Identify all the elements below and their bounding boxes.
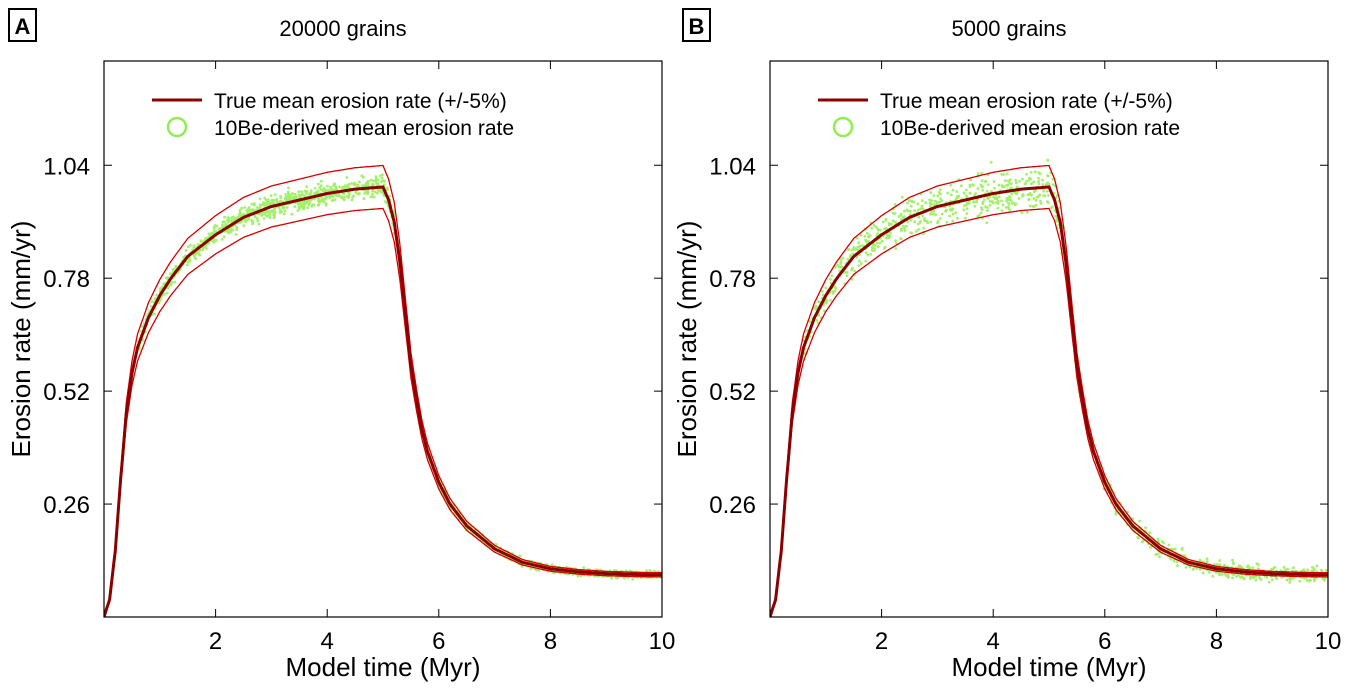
x-tick-label: 2 (875, 628, 888, 655)
x-tick-label: 8 (544, 628, 557, 655)
x-tick-label: 2 (209, 628, 222, 655)
legend: True mean erosion rate (+/-5%) 10Be-deriv… (818, 90, 1180, 140)
legend-label-10be: 10Be-derived mean erosion rate (880, 117, 1180, 140)
scatter-10be-derived (802, 158, 1328, 584)
y-axis-title: Erosion rate (mm/yr) (6, 221, 36, 458)
x-tick-label: 8 (1210, 628, 1223, 655)
y-axis-title: Erosion rate (mm/yr) (672, 221, 702, 458)
y-tick-label: 1.04 (709, 153, 756, 180)
y-tick-label: 0.52 (43, 379, 90, 406)
panel-a: A 20000 grains 0.26 0.52 0.78 1.04 2 4 6 8 10 Model… (6, 8, 676, 682)
x-axis-title: Model time (Myr) (951, 652, 1146, 682)
plot-frame (769, 60, 1329, 618)
true-mean-line (104, 185, 662, 617)
x-tick-label: 4 (321, 628, 334, 655)
band-upper-line (770, 164, 1328, 617)
x-tick-label: 10 (1315, 628, 1342, 655)
legend-circle-swatch (166, 116, 188, 138)
x-tick-label: 6 (1098, 628, 1111, 655)
panel-letter-box (8, 8, 37, 42)
plot-frame (103, 60, 663, 618)
plot-area (104, 164, 662, 617)
band-lower-line (104, 207, 662, 617)
legend: True mean erosion rate (+/-5%) 10Be-deriv… (152, 90, 514, 140)
panel-title: 5000 grains (952, 16, 1067, 41)
legend-label-true-mean: True mean erosion rate (+/-5%) (880, 90, 1173, 113)
panel-letter-box (682, 8, 711, 42)
y-tick-label: 0.26 (43, 492, 90, 519)
x-tick-label: 6 (432, 628, 445, 655)
legend-label-true-mean: True mean erosion rate (+/-5%) (214, 90, 507, 113)
x-axis-title: Model time (Myr) (285, 652, 480, 682)
band-upper-line (104, 164, 662, 617)
legend-circle-swatch (832, 116, 854, 138)
y-tick-label: 0.78 (43, 266, 90, 293)
panel-letter: B (689, 14, 705, 39)
true-mean-line (770, 185, 1328, 617)
panel-title: 20000 grains (279, 16, 406, 41)
x-tick-label: 10 (649, 628, 676, 655)
y-tick-label: 0.26 (709, 492, 756, 519)
legend-label-10be: 10Be-derived mean erosion rate (214, 117, 514, 140)
panel-letter: A (15, 14, 31, 39)
band-lower-line (770, 207, 1328, 617)
x-tick-label: 4 (987, 628, 1000, 655)
y-tick-label: 0.78 (709, 266, 756, 293)
panel-b: B 5000 grains 0.26 0.52 0.78 1.04 2 4 6 8 10 Model … (672, 8, 1342, 682)
y-tick-label: 1.04 (43, 153, 90, 180)
y-tick-label: 0.52 (709, 379, 756, 406)
plot-area (770, 158, 1328, 617)
